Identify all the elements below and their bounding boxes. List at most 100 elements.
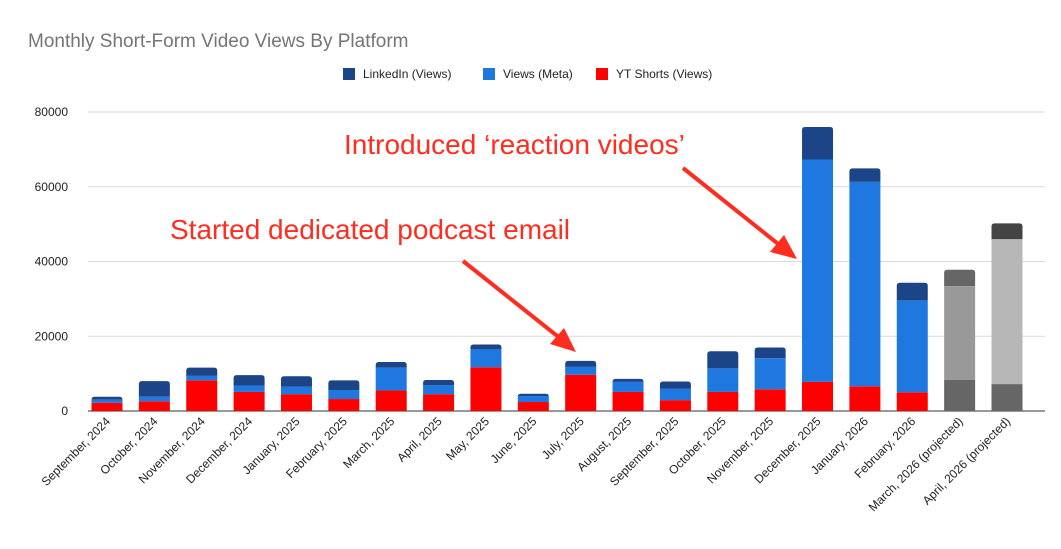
bar-segment-yt-shorts (754, 389, 786, 411)
bar-stack (944, 269, 976, 411)
x-tick-label: June, 2025 (488, 414, 540, 466)
x-tick-label: April, 2025 (394, 414, 445, 465)
bar-segment-meta (896, 300, 928, 393)
bar-stack (707, 351, 739, 411)
y-tick-label: 60000 (35, 180, 69, 194)
bar-segment-yt-shorts (375, 390, 407, 411)
bar-segment-meta (802, 159, 834, 382)
bar-segment-yt-shorts (91, 402, 123, 411)
x-tick-label: March, 2025 (340, 414, 397, 471)
bar-segment-yt-shorts (280, 394, 312, 411)
x-tick-label: July, 2025 (539, 414, 587, 462)
bars (91, 126, 1023, 411)
x-tick-label: May, 2025 (443, 414, 492, 463)
annotation-reaction-videos: Introduced ‘reaction videos’ (344, 129, 685, 160)
bar-stack (802, 126, 834, 411)
bar-segment-yt-shorts (565, 374, 597, 411)
bar-segment-yt-shorts (328, 399, 360, 411)
bar-segment-linkedin (896, 282, 928, 301)
bar-segment-meta (423, 385, 455, 395)
bar-segment-yt-shorts (423, 394, 455, 411)
bar-segment-yt-shorts (991, 384, 1023, 411)
bar-segment-linkedin (375, 362, 407, 368)
bar-segment-linkedin (659, 381, 691, 389)
bar-segment-yt-shorts (849, 386, 881, 411)
bar-segment-linkedin (186, 367, 218, 376)
bar-segment-meta (565, 366, 597, 375)
bar-stack (280, 376, 312, 411)
legend-swatch (483, 68, 495, 80)
y-tick-label: 40000 (35, 255, 69, 269)
bar-segment-linkedin (944, 269, 976, 287)
bar-segment-yt-shorts (138, 401, 170, 411)
legend-swatch (596, 68, 608, 80)
chart-title: Monthly Short-Form Video Views By Platfo… (28, 31, 409, 52)
bar-segment-meta (517, 396, 549, 403)
bar-segment-linkedin (517, 393, 549, 397)
bar-segment-meta (375, 367, 407, 391)
x-tick-label: March, 2026 (projected) (866, 414, 966, 514)
bar-segment-meta (186, 375, 218, 381)
bar-segment-yt-shorts (659, 400, 691, 411)
bar-segment-yt-shorts (944, 379, 976, 411)
bar-segment-linkedin (423, 379, 455, 386)
bar-segment-meta (707, 368, 739, 392)
bar-segment-linkedin (565, 360, 597, 367)
x-tick-label: April, 2026 (projected) (920, 414, 1013, 507)
bar-segment-yt-shorts (233, 391, 265, 411)
y-axis: 0 20000 40000 60000 80000 (35, 105, 69, 418)
legend-label: LinkedIn (Views) (363, 67, 452, 81)
bar-stack (612, 378, 644, 411)
bar-stack (849, 168, 881, 411)
bar-segment-yt-shorts (470, 367, 502, 411)
bar-segment-linkedin (754, 347, 786, 359)
bar-segment-meta (754, 358, 786, 390)
annotation-podcast-email: Started dedicated podcast email (170, 214, 570, 245)
bar-segment-yt-shorts (896, 392, 928, 411)
bar-segment-linkedin (328, 380, 360, 391)
bar-segment-meta (138, 396, 170, 402)
bar-segment-yt-shorts (707, 391, 739, 411)
y-tick-label: 20000 (35, 329, 69, 343)
x-tick-label: September, 2024 (39, 414, 114, 489)
annotations: Introduced ‘reaction videos’ Started ded… (170, 129, 797, 352)
bar-segment-linkedin (470, 344, 502, 350)
y-tick-label: 80000 (35, 105, 69, 119)
bar-segment-meta (659, 388, 691, 401)
bar-segment-yt-shorts (802, 381, 834, 411)
bar-stack (896, 282, 928, 411)
bar-segment-meta (91, 399, 123, 403)
bar-stack (233, 375, 265, 411)
legend: LinkedIn (Views) Views (Meta) YT Shorts (V… (343, 67, 712, 81)
bar-stack (328, 380, 360, 411)
gridlines (88, 111, 1045, 412)
bar-segment-meta (280, 386, 312, 395)
bar-stack (91, 396, 123, 411)
legend-label: Views (Meta) (503, 67, 573, 81)
bar-segment-meta (233, 385, 265, 392)
bar-segment-meta (612, 381, 644, 392)
y-tick-label: 0 (61, 404, 68, 418)
bar-segment-linkedin (138, 381, 170, 397)
bar-stack (659, 381, 691, 411)
bar-segment-linkedin (280, 376, 312, 387)
bar-stack (186, 367, 218, 411)
bar-segment-linkedin (233, 375, 265, 386)
bar-stack (517, 393, 549, 411)
bar-stack (754, 347, 786, 411)
bar-segment-yt-shorts (186, 380, 218, 411)
bar-segment-meta (849, 181, 881, 387)
bar-stack (423, 379, 455, 411)
bar-segment-linkedin (612, 378, 644, 382)
legend-label: YT Shorts (Views) (616, 67, 712, 81)
bar-segment-linkedin (707, 351, 739, 369)
bar-segment-linkedin (802, 126, 834, 160)
bar-segment-yt-shorts (612, 391, 644, 411)
bar-stack (991, 223, 1023, 411)
arrow-reaction-videos (681, 166, 797, 259)
bar-stack (138, 381, 170, 411)
legend-swatch (343, 68, 355, 80)
bar-segment-yt-shorts (517, 402, 549, 411)
